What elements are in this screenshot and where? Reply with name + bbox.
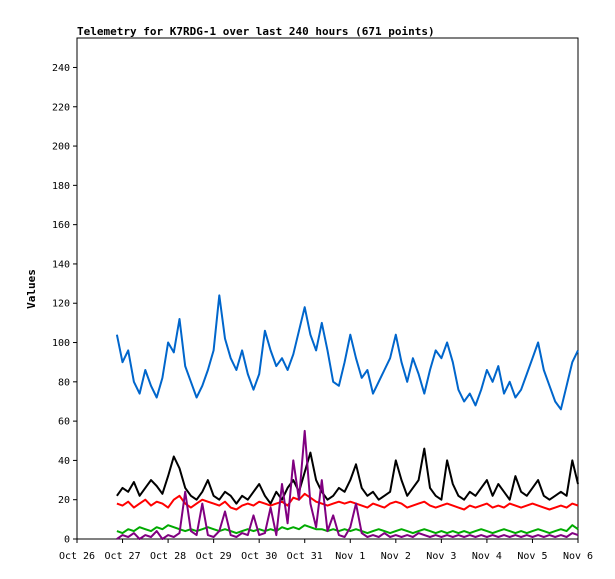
series-line-1 xyxy=(115,294,579,411)
x-tick-label: Oct 30 xyxy=(241,551,277,562)
chart-title: Telemetry for K7RDG-1 over last 240 hour… xyxy=(77,25,435,38)
x-tick-label: Nov 2 xyxy=(381,551,411,562)
y-tick-label: 100 xyxy=(52,338,70,349)
y-tick-label: 240 xyxy=(52,63,70,74)
x-tick-label: Nov 1 xyxy=(335,551,365,562)
x-tick-label: Oct 31 xyxy=(287,551,323,562)
x-tick-label: Nov 6 xyxy=(563,551,593,562)
x-tick-label: Oct 26 xyxy=(59,551,95,562)
y-tick-label: 180 xyxy=(52,181,70,192)
y-tick-label: 20 xyxy=(58,495,70,506)
y-tick-label: 140 xyxy=(52,259,70,270)
series-layer xyxy=(115,294,579,540)
x-tick-label: Oct 29 xyxy=(196,551,232,562)
x-tick-label: Oct 28 xyxy=(150,551,186,562)
x-tick-label: Oct 27 xyxy=(104,551,140,562)
y-axis-label: Values xyxy=(25,269,38,309)
y-tick-label: 80 xyxy=(58,377,70,388)
x-tick-label: Nov 5 xyxy=(517,551,547,562)
y-tick-label: 220 xyxy=(52,102,70,113)
x-tick-label: Nov 3 xyxy=(426,551,456,562)
y-tick-label: 40 xyxy=(58,456,70,467)
series-line-5 xyxy=(116,429,579,540)
x-tick-label: Nov 4 xyxy=(472,551,502,562)
y-tick-label: 200 xyxy=(52,142,70,153)
series-line-2 xyxy=(116,447,579,505)
y-tick-label: 60 xyxy=(58,417,70,428)
y-tick-label: 160 xyxy=(52,220,70,231)
y-tick-label: 0 xyxy=(64,535,70,546)
y-axis: 0 20 40 60 80 100 120 140 160 180 200 220 240 xyxy=(52,63,77,546)
series-line-3 xyxy=(116,492,579,511)
plot-area xyxy=(76,37,579,540)
x-axis: Oct 26 Oct 27 Oct 28 Oct 29 Oct 30 Oct 31 Nov … xyxy=(59,539,593,562)
y-tick-label: 120 xyxy=(52,299,70,310)
